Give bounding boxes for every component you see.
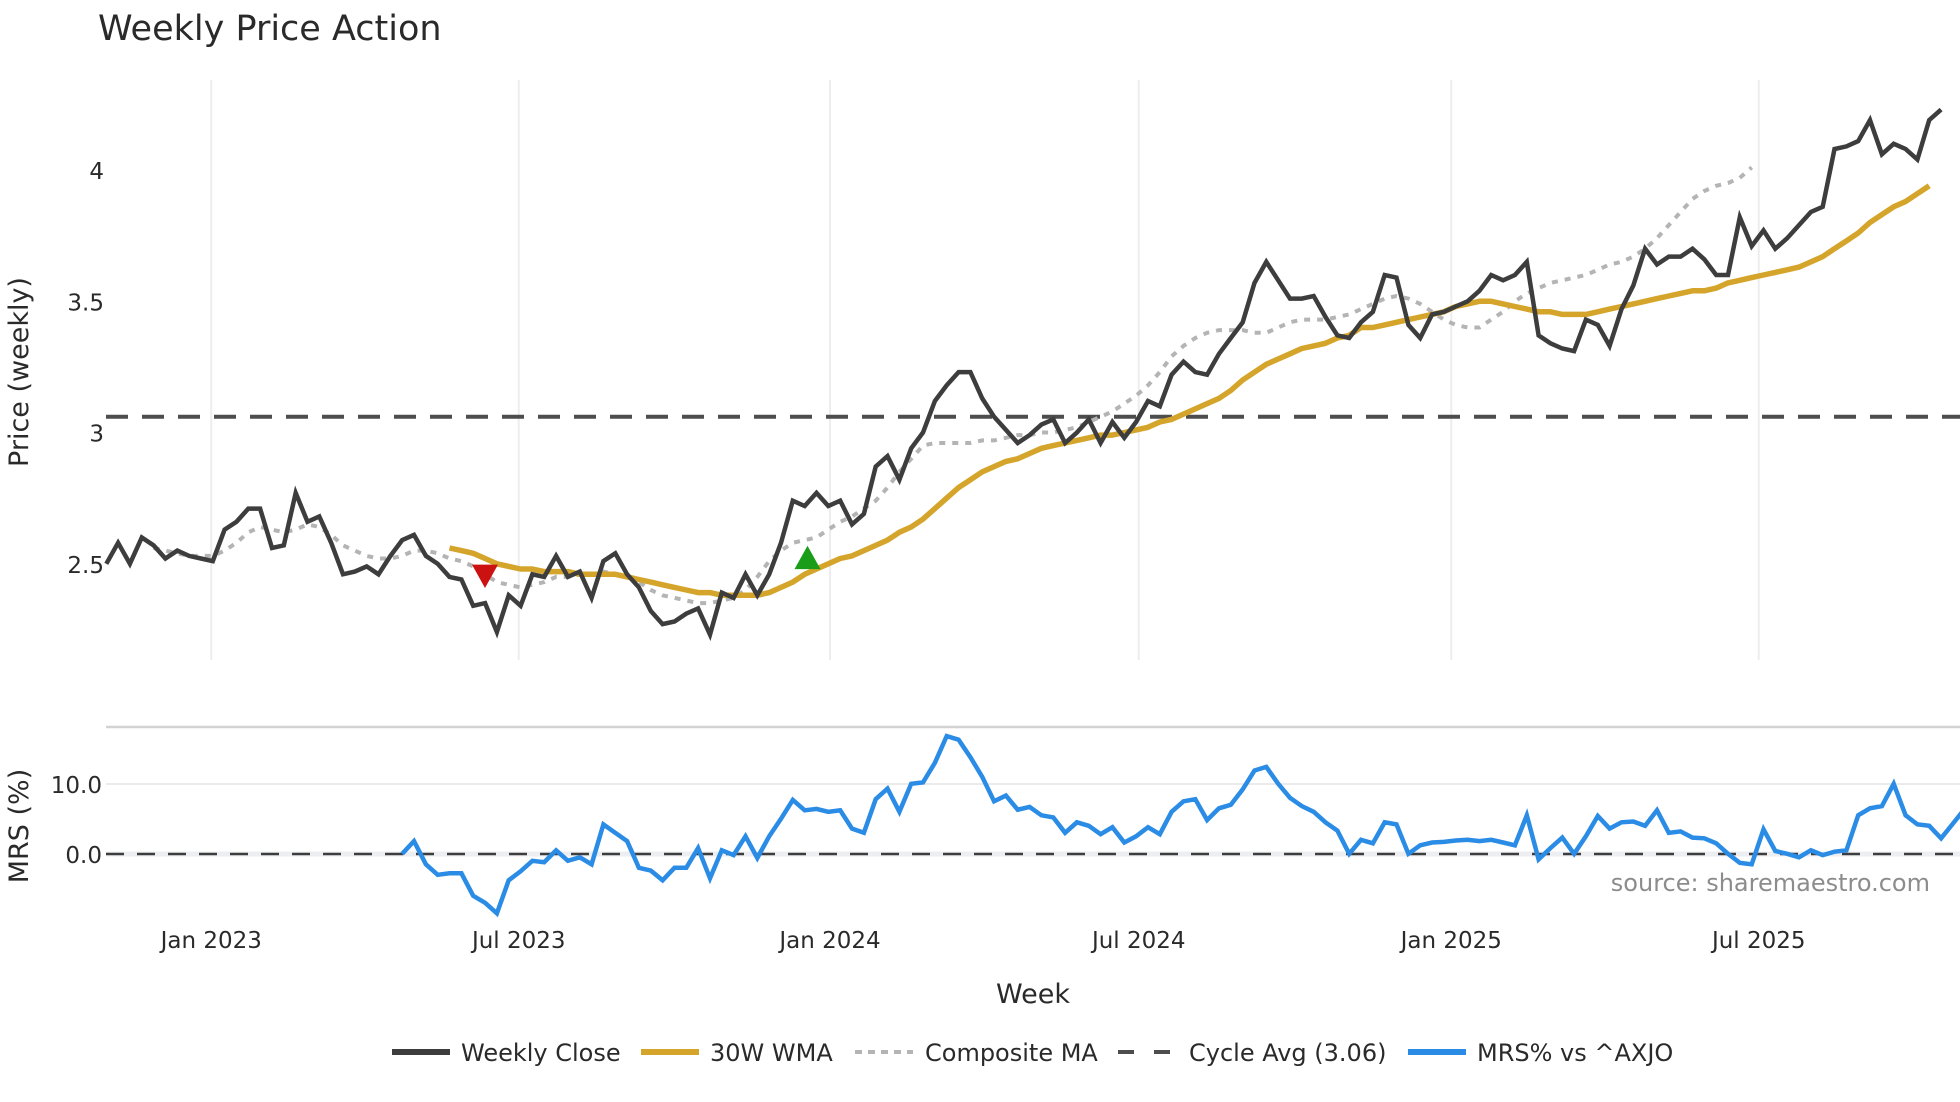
mrs-tick-0: 0.0 bbox=[65, 843, 102, 869]
mrs-y-axis-title: MRS (%) bbox=[4, 769, 35, 884]
legend-label: Composite MA bbox=[925, 1039, 1098, 1067]
chart-title: Weekly Price Action bbox=[98, 9, 442, 49]
x-axis-title: Week bbox=[996, 979, 1070, 1010]
price-y-axis-title: Price (weekly) bbox=[4, 277, 35, 467]
legend-item[interactable]: 30W WMA bbox=[641, 1039, 833, 1067]
price-panel: 2.5 3 3.5 4 Price (weekly) bbox=[4, 80, 1960, 660]
price-y-tick-label: 3.5 bbox=[67, 290, 104, 316]
source-annotation: source: sharemaestro.com bbox=[1611, 869, 1930, 897]
price-y-axis-ticks: 2.5 3 3.5 4 bbox=[67, 159, 104, 579]
buy-signal-triangle-up-icon bbox=[794, 545, 821, 570]
mrs-panel: 10.0 0.0 MRS (%) source: sharemaestro.co… bbox=[4, 733, 1960, 918]
composite-ma-line bbox=[153, 165, 1754, 606]
price-y-tick-label: 3 bbox=[89, 422, 104, 448]
legend-label: Weekly Close bbox=[461, 1039, 621, 1067]
legend-label: Cycle Avg (3.06) bbox=[1189, 1039, 1386, 1067]
mrs-line bbox=[400, 733, 1960, 918]
weekly-close-line bbox=[104, 107, 1943, 642]
wma-30w-line bbox=[448, 183, 1931, 599]
legend-item[interactable]: Cycle Avg (3.06) bbox=[1118, 1039, 1386, 1067]
price-vertical-gridlines bbox=[210, 80, 1760, 660]
legend-item[interactable]: Composite MA bbox=[855, 1039, 1098, 1067]
x-tick-label: Jul 2025 bbox=[1710, 928, 1806, 954]
price-y-tick-label: 2.5 bbox=[67, 553, 104, 579]
mrs-tick-10: 10.0 bbox=[51, 773, 102, 799]
x-tick-label: Jan 2024 bbox=[777, 928, 880, 954]
price-y-tick-label: 4 bbox=[89, 159, 104, 185]
x-tick-label: Jul 2024 bbox=[1090, 928, 1186, 954]
legend-item[interactable]: Weekly Close bbox=[392, 1039, 621, 1067]
legend-item[interactable]: MRS% vs ^AXJO bbox=[1408, 1039, 1673, 1067]
x-tick-label: Jul 2023 bbox=[470, 928, 566, 954]
x-axis-ticks: Jan 2023 Jul 2023 Jan 2024 Jul 2024 Jan 2025… bbox=[159, 928, 1806, 954]
x-tick-label: Jan 2023 bbox=[159, 928, 262, 954]
sell-signal-triangle-down-icon bbox=[472, 564, 498, 588]
x-tick-label: Jan 2025 bbox=[1399, 928, 1502, 954]
legend: Weekly Close 30W WMA Composite MA Cycle Avg… bbox=[392, 1039, 1673, 1067]
legend-label: 30W WMA bbox=[710, 1039, 833, 1067]
legend-label: MRS% vs ^AXJO bbox=[1477, 1039, 1673, 1067]
